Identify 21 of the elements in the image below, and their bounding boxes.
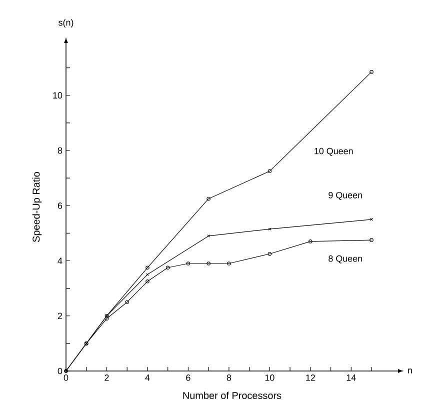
x-tick-label: 6: [186, 374, 190, 381]
y-tick-label: 0: [58, 368, 62, 374]
x-tick-label: 0: [64, 374, 68, 381]
x-tick-label: 2: [104, 374, 109, 381]
x-axis-title: Number of Processors: [183, 392, 282, 400]
x-tick-label: 8: [226, 374, 232, 381]
x-tick-label: 4: [145, 374, 150, 381]
x-tick-label: 10: [265, 374, 274, 381]
y-tick-label: 10: [53, 92, 62, 99]
text: 9 Queen: [328, 192, 362, 200]
x-tick-label: 14: [346, 374, 356, 381]
series-label: 10 Queen: [314, 148, 353, 156]
y-axis-title: Speed-Up Ratio: [32, 172, 42, 242]
x-tick-label: 12: [306, 374, 315, 381]
y-tick-label: 4: [58, 258, 62, 264]
text: n: [408, 368, 412, 374]
series-label: 8 Queen: [328, 255, 362, 264]
y-tick-label: 6: [58, 202, 62, 209]
y-tick-label: 2: [58, 312, 62, 320]
text: s(n): [58, 19, 74, 28]
y-tick-label: 8: [58, 147, 62, 154]
